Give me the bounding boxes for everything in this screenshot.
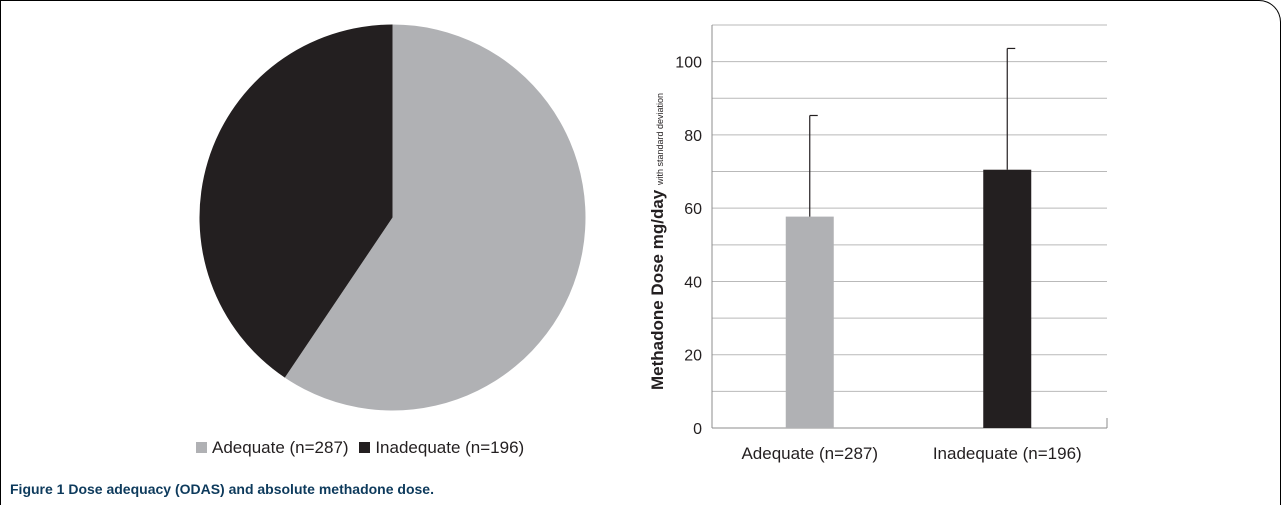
- legend-item-adequate: Adequate (n=287): [196, 438, 349, 458]
- pie-slice-adequate: [284, 24, 586, 411]
- legend-swatch-inadequate: [359, 442, 371, 453]
- x-category-label: Adequate (n=287): [741, 444, 878, 463]
- bar-chart: 0 20 40 60 80 100 Methadone Dose mg/day with s…: [648, 24, 1108, 463]
- figure-caption: Figure 1 Dose adequacy (ODAS) and absolu…: [10, 481, 434, 497]
- bar-inadequate: [983, 169, 1032, 429]
- y-tick-label: 0: [693, 421, 702, 438]
- y-axis-title-sub: with standard deviation: [655, 93, 665, 186]
- legend-swatch-adequate: [196, 442, 207, 453]
- pie-slice-inadequate: [199, 24, 393, 378]
- y-axis-title-main: Methadone Dose mg/day: [648, 185, 667, 390]
- legend-item-inadequate: Inadequate (n=196): [359, 438, 524, 458]
- y-tick-label: 60: [684, 201, 702, 218]
- y-tick-label: 20: [684, 348, 702, 365]
- y-tick-label: 40: [684, 274, 702, 291]
- y-tick-label: 100: [675, 55, 702, 72]
- legend-label-adequate: Adequate (n=287): [212, 438, 349, 457]
- pie-legend: Adequate (n=287) Inadequate (n=196): [196, 438, 530, 458]
- pie-chart: [199, 24, 586, 411]
- y-tick-label: 80: [684, 128, 702, 145]
- bar-adequate: [785, 216, 834, 428]
- y-axis-title: Methadone Dose mg/day with standard devi…: [648, 93, 667, 390]
- legend-label-inadequate: Inadequate (n=196): [375, 438, 525, 457]
- x-category-label: Inadequate (n=196): [933, 444, 1082, 463]
